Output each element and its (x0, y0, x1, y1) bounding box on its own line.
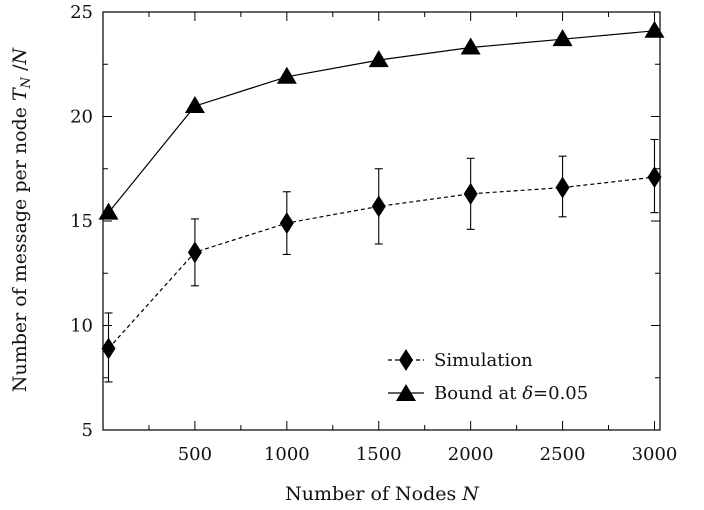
y-axis-symbol-subscript: N (19, 76, 34, 89)
data-point-diamond (279, 212, 294, 235)
x-tick-label: 3000 (632, 444, 678, 465)
legend-label-bound-value: =0.05 (533, 383, 588, 404)
data-point-diamond (187, 241, 202, 264)
x-tick-label: 500 (178, 444, 212, 465)
data-point-triangle (98, 202, 119, 220)
x-axis-symbol: N (461, 483, 480, 505)
x-tick-label: 2000 (448, 444, 494, 465)
data-point-diamond (647, 166, 662, 189)
x-tick-label: 1500 (356, 444, 402, 465)
y-axis-title-text: Number of message per node (9, 101, 31, 392)
data-point-triangle (368, 50, 389, 68)
y-axis-ticks: 5 10 15 20 25 (70, 2, 660, 441)
legend-marker-simulation (399, 349, 413, 371)
data-point-triangle (184, 96, 205, 114)
legend-label-bound-text: Bound at (434, 383, 522, 404)
x-tick-label: 1000 (264, 444, 310, 465)
y-tick-label: 10 (70, 316, 93, 337)
y-tick-label: 15 (70, 211, 93, 232)
data-point-triangle (552, 29, 573, 47)
data-point-diamond (463, 182, 478, 205)
y-tick-label: 5 (82, 420, 93, 441)
y-axis-symbol-t: T (9, 87, 31, 101)
x-axis-title-text: Number of Nodes (285, 483, 462, 505)
y-tick-label: 20 (70, 107, 93, 128)
data-point-triangle (460, 37, 481, 55)
x-axis-title: Number of Nodes N (285, 483, 480, 505)
legend-label-delta: δ (522, 383, 533, 404)
y-tick-label: 25 (70, 2, 93, 23)
series-triangle (98, 20, 665, 220)
x-tick-label: 2500 (540, 444, 586, 465)
legend: Simulation Bound at δ=0.05 (388, 349, 588, 404)
data-point-diamond (555, 176, 570, 199)
y-axis-symbol-n: N (9, 47, 31, 66)
series-layer (98, 20, 665, 383)
y-axis-slash: / (9, 64, 31, 77)
plot-frame (102, 11, 661, 431)
data-point-diamond (101, 337, 116, 360)
data-point-diamond (371, 195, 386, 218)
data-point-triangle (644, 20, 665, 38)
x-axis-ticks: 500 1000 1500 2000 2500 3000 (148, 12, 678, 465)
legend-label-bound: Bound at δ=0.05 (434, 383, 588, 404)
legend-marker-bound (396, 384, 416, 401)
data-point-triangle (276, 66, 297, 84)
y-axis-title: Number of message per node TN /N (9, 47, 34, 393)
plot-area (102, 11, 661, 431)
legend-label-simulation: Simulation (434, 350, 533, 371)
series-diamond (101, 138, 662, 383)
